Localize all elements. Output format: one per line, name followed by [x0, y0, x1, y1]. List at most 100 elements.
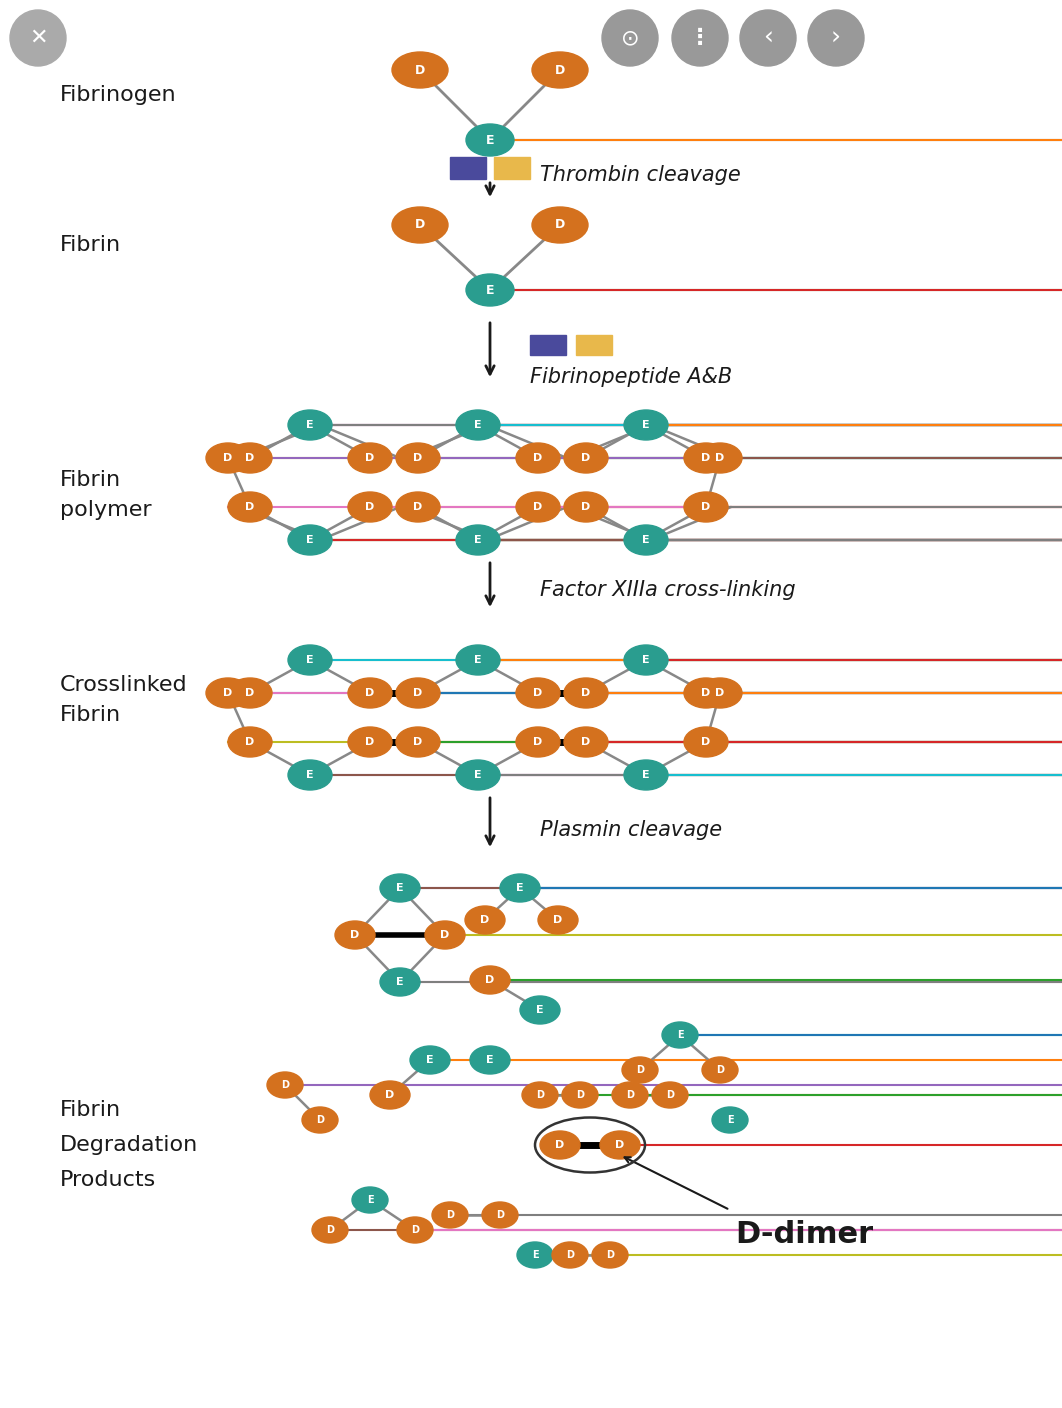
Text: D: D: [223, 689, 233, 698]
Text: D-dimer: D-dimer: [735, 1219, 873, 1249]
Ellipse shape: [612, 1081, 648, 1108]
Ellipse shape: [348, 491, 392, 522]
Text: E: E: [475, 420, 482, 429]
Text: E: E: [486, 1055, 494, 1064]
Text: D: D: [666, 1090, 674, 1100]
Ellipse shape: [302, 1107, 338, 1133]
Text: E: E: [306, 770, 313, 780]
Ellipse shape: [698, 679, 742, 708]
Ellipse shape: [228, 491, 272, 522]
Ellipse shape: [592, 1242, 628, 1269]
Text: D: D: [581, 736, 590, 748]
Text: D: D: [701, 503, 710, 513]
Text: D: D: [533, 736, 543, 748]
Ellipse shape: [348, 444, 392, 473]
Text: Fibrinogen: Fibrinogen: [59, 84, 176, 106]
Text: ›: ›: [830, 25, 841, 51]
Text: E: E: [475, 770, 482, 780]
Ellipse shape: [684, 679, 727, 708]
Ellipse shape: [267, 1071, 303, 1098]
Text: D: D: [701, 689, 710, 698]
Ellipse shape: [539, 1131, 580, 1159]
Text: D: D: [716, 689, 724, 698]
Ellipse shape: [348, 727, 392, 758]
Text: E: E: [396, 977, 404, 987]
Ellipse shape: [516, 491, 560, 522]
Text: D: D: [316, 1115, 324, 1125]
Text: E: E: [643, 770, 650, 780]
Text: D: D: [615, 1140, 624, 1150]
Ellipse shape: [380, 874, 419, 903]
Text: D: D: [533, 689, 543, 698]
Text: D: D: [536, 1090, 544, 1100]
Text: E: E: [396, 883, 404, 893]
Text: E: E: [643, 535, 650, 545]
Ellipse shape: [702, 1057, 738, 1083]
Text: D: D: [701, 453, 710, 463]
Text: D: D: [350, 931, 360, 941]
Text: D: D: [496, 1209, 504, 1219]
Text: D: D: [555, 1140, 565, 1150]
Ellipse shape: [465, 905, 506, 934]
Text: D: D: [581, 503, 590, 513]
Text: E: E: [366, 1195, 374, 1205]
Ellipse shape: [228, 679, 272, 708]
Text: Fibrinopeptide A&B: Fibrinopeptide A&B: [530, 367, 733, 387]
Ellipse shape: [564, 444, 609, 473]
Ellipse shape: [562, 1081, 598, 1108]
Text: D: D: [245, 689, 255, 698]
Ellipse shape: [500, 874, 539, 903]
Ellipse shape: [288, 760, 332, 790]
Ellipse shape: [740, 10, 796, 66]
Text: D: D: [413, 503, 423, 513]
Ellipse shape: [523, 1081, 558, 1108]
Text: D: D: [553, 915, 563, 925]
Ellipse shape: [470, 1046, 510, 1074]
Text: D: D: [413, 736, 423, 748]
Text: D: D: [281, 1080, 289, 1090]
Bar: [494, 158, 530, 179]
Text: E: E: [536, 1005, 544, 1015]
Bar: [450, 158, 486, 179]
Text: D: D: [533, 453, 543, 463]
Ellipse shape: [600, 1131, 640, 1159]
Text: Products: Products: [59, 1170, 156, 1190]
Text: D: D: [365, 503, 375, 513]
Text: D: D: [554, 63, 565, 76]
Text: D: D: [415, 218, 425, 231]
Text: D: D: [554, 218, 565, 231]
Ellipse shape: [392, 52, 448, 87]
Ellipse shape: [624, 760, 668, 790]
Text: D: D: [326, 1225, 335, 1235]
Text: E: E: [475, 655, 482, 665]
Text: ‹: ‹: [763, 25, 773, 51]
Text: E: E: [306, 535, 313, 545]
Text: D: D: [441, 931, 449, 941]
Ellipse shape: [624, 410, 668, 439]
Text: D: D: [626, 1090, 634, 1100]
Text: D: D: [245, 503, 255, 513]
Ellipse shape: [380, 969, 419, 995]
Text: E: E: [485, 283, 494, 297]
Ellipse shape: [352, 1187, 388, 1214]
Text: ⊙: ⊙: [620, 28, 639, 48]
Ellipse shape: [482, 1202, 518, 1228]
Ellipse shape: [206, 444, 250, 473]
Text: E: E: [532, 1250, 538, 1260]
Text: E: E: [643, 420, 650, 429]
Ellipse shape: [335, 921, 375, 949]
Text: ✕: ✕: [29, 28, 48, 48]
Text: E: E: [485, 134, 494, 146]
Ellipse shape: [624, 525, 668, 555]
Text: Fibrin: Fibrin: [59, 1100, 121, 1119]
Ellipse shape: [288, 645, 332, 674]
Ellipse shape: [652, 1081, 688, 1108]
Ellipse shape: [312, 1217, 348, 1243]
Ellipse shape: [396, 727, 440, 758]
Ellipse shape: [397, 1217, 433, 1243]
Text: D: D: [365, 689, 375, 698]
Bar: [576, 335, 612, 355]
Text: D: D: [413, 453, 423, 463]
Text: E: E: [643, 655, 650, 665]
Ellipse shape: [516, 444, 560, 473]
